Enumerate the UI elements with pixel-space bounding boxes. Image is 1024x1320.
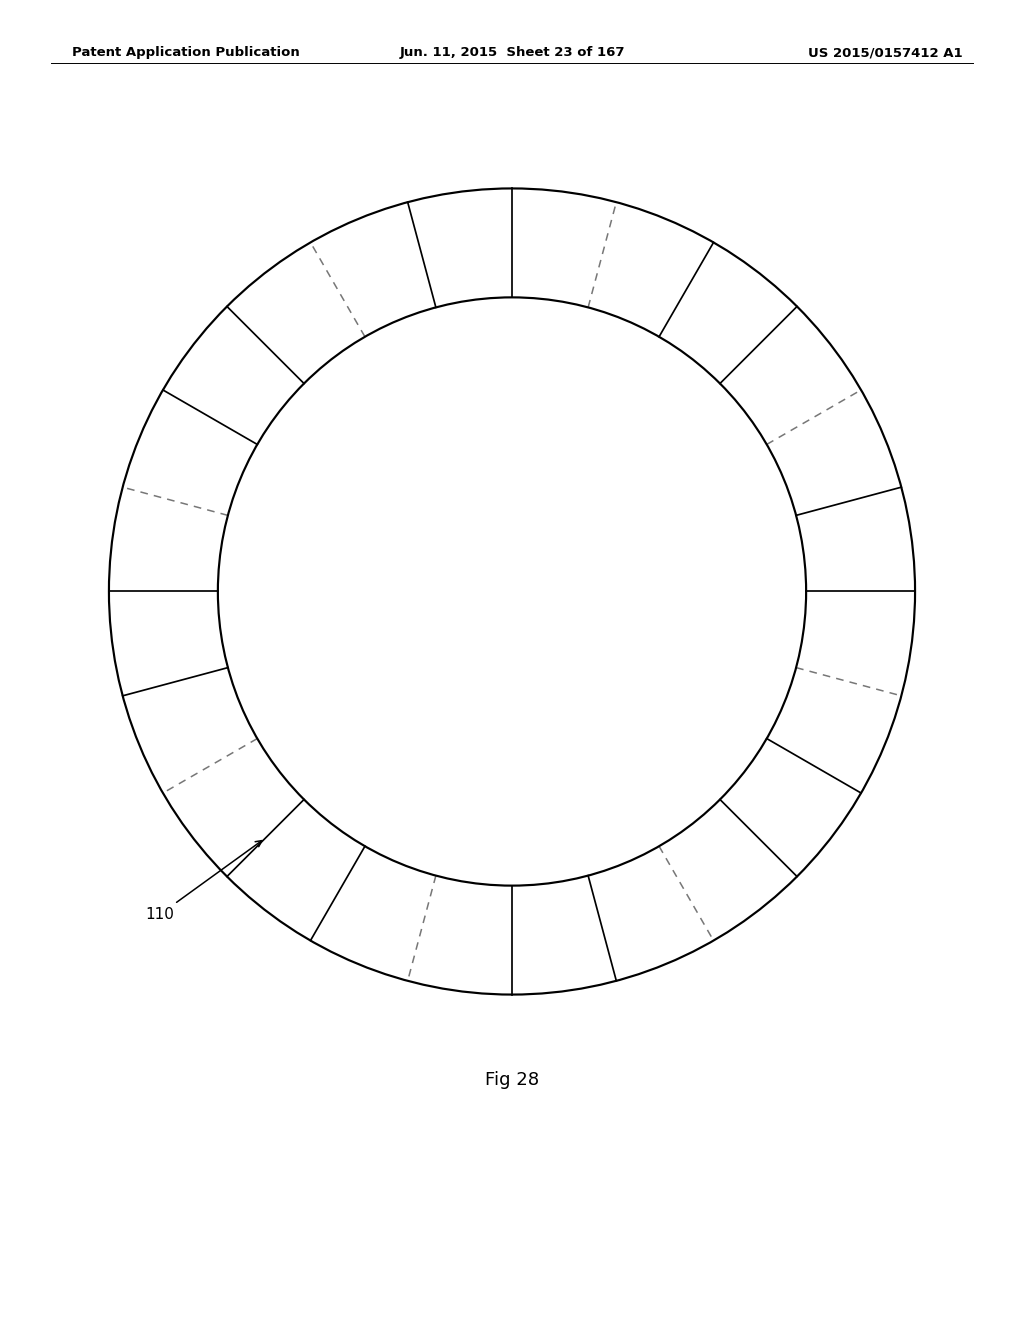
Text: Fig 28: Fig 28 — [485, 1071, 539, 1089]
Text: US 2015/0157412 A1: US 2015/0157412 A1 — [808, 46, 963, 59]
Text: Patent Application Publication: Patent Application Publication — [72, 46, 299, 59]
Text: 110: 110 — [145, 841, 262, 921]
Text: Jun. 11, 2015  Sheet 23 of 167: Jun. 11, 2015 Sheet 23 of 167 — [399, 46, 625, 59]
